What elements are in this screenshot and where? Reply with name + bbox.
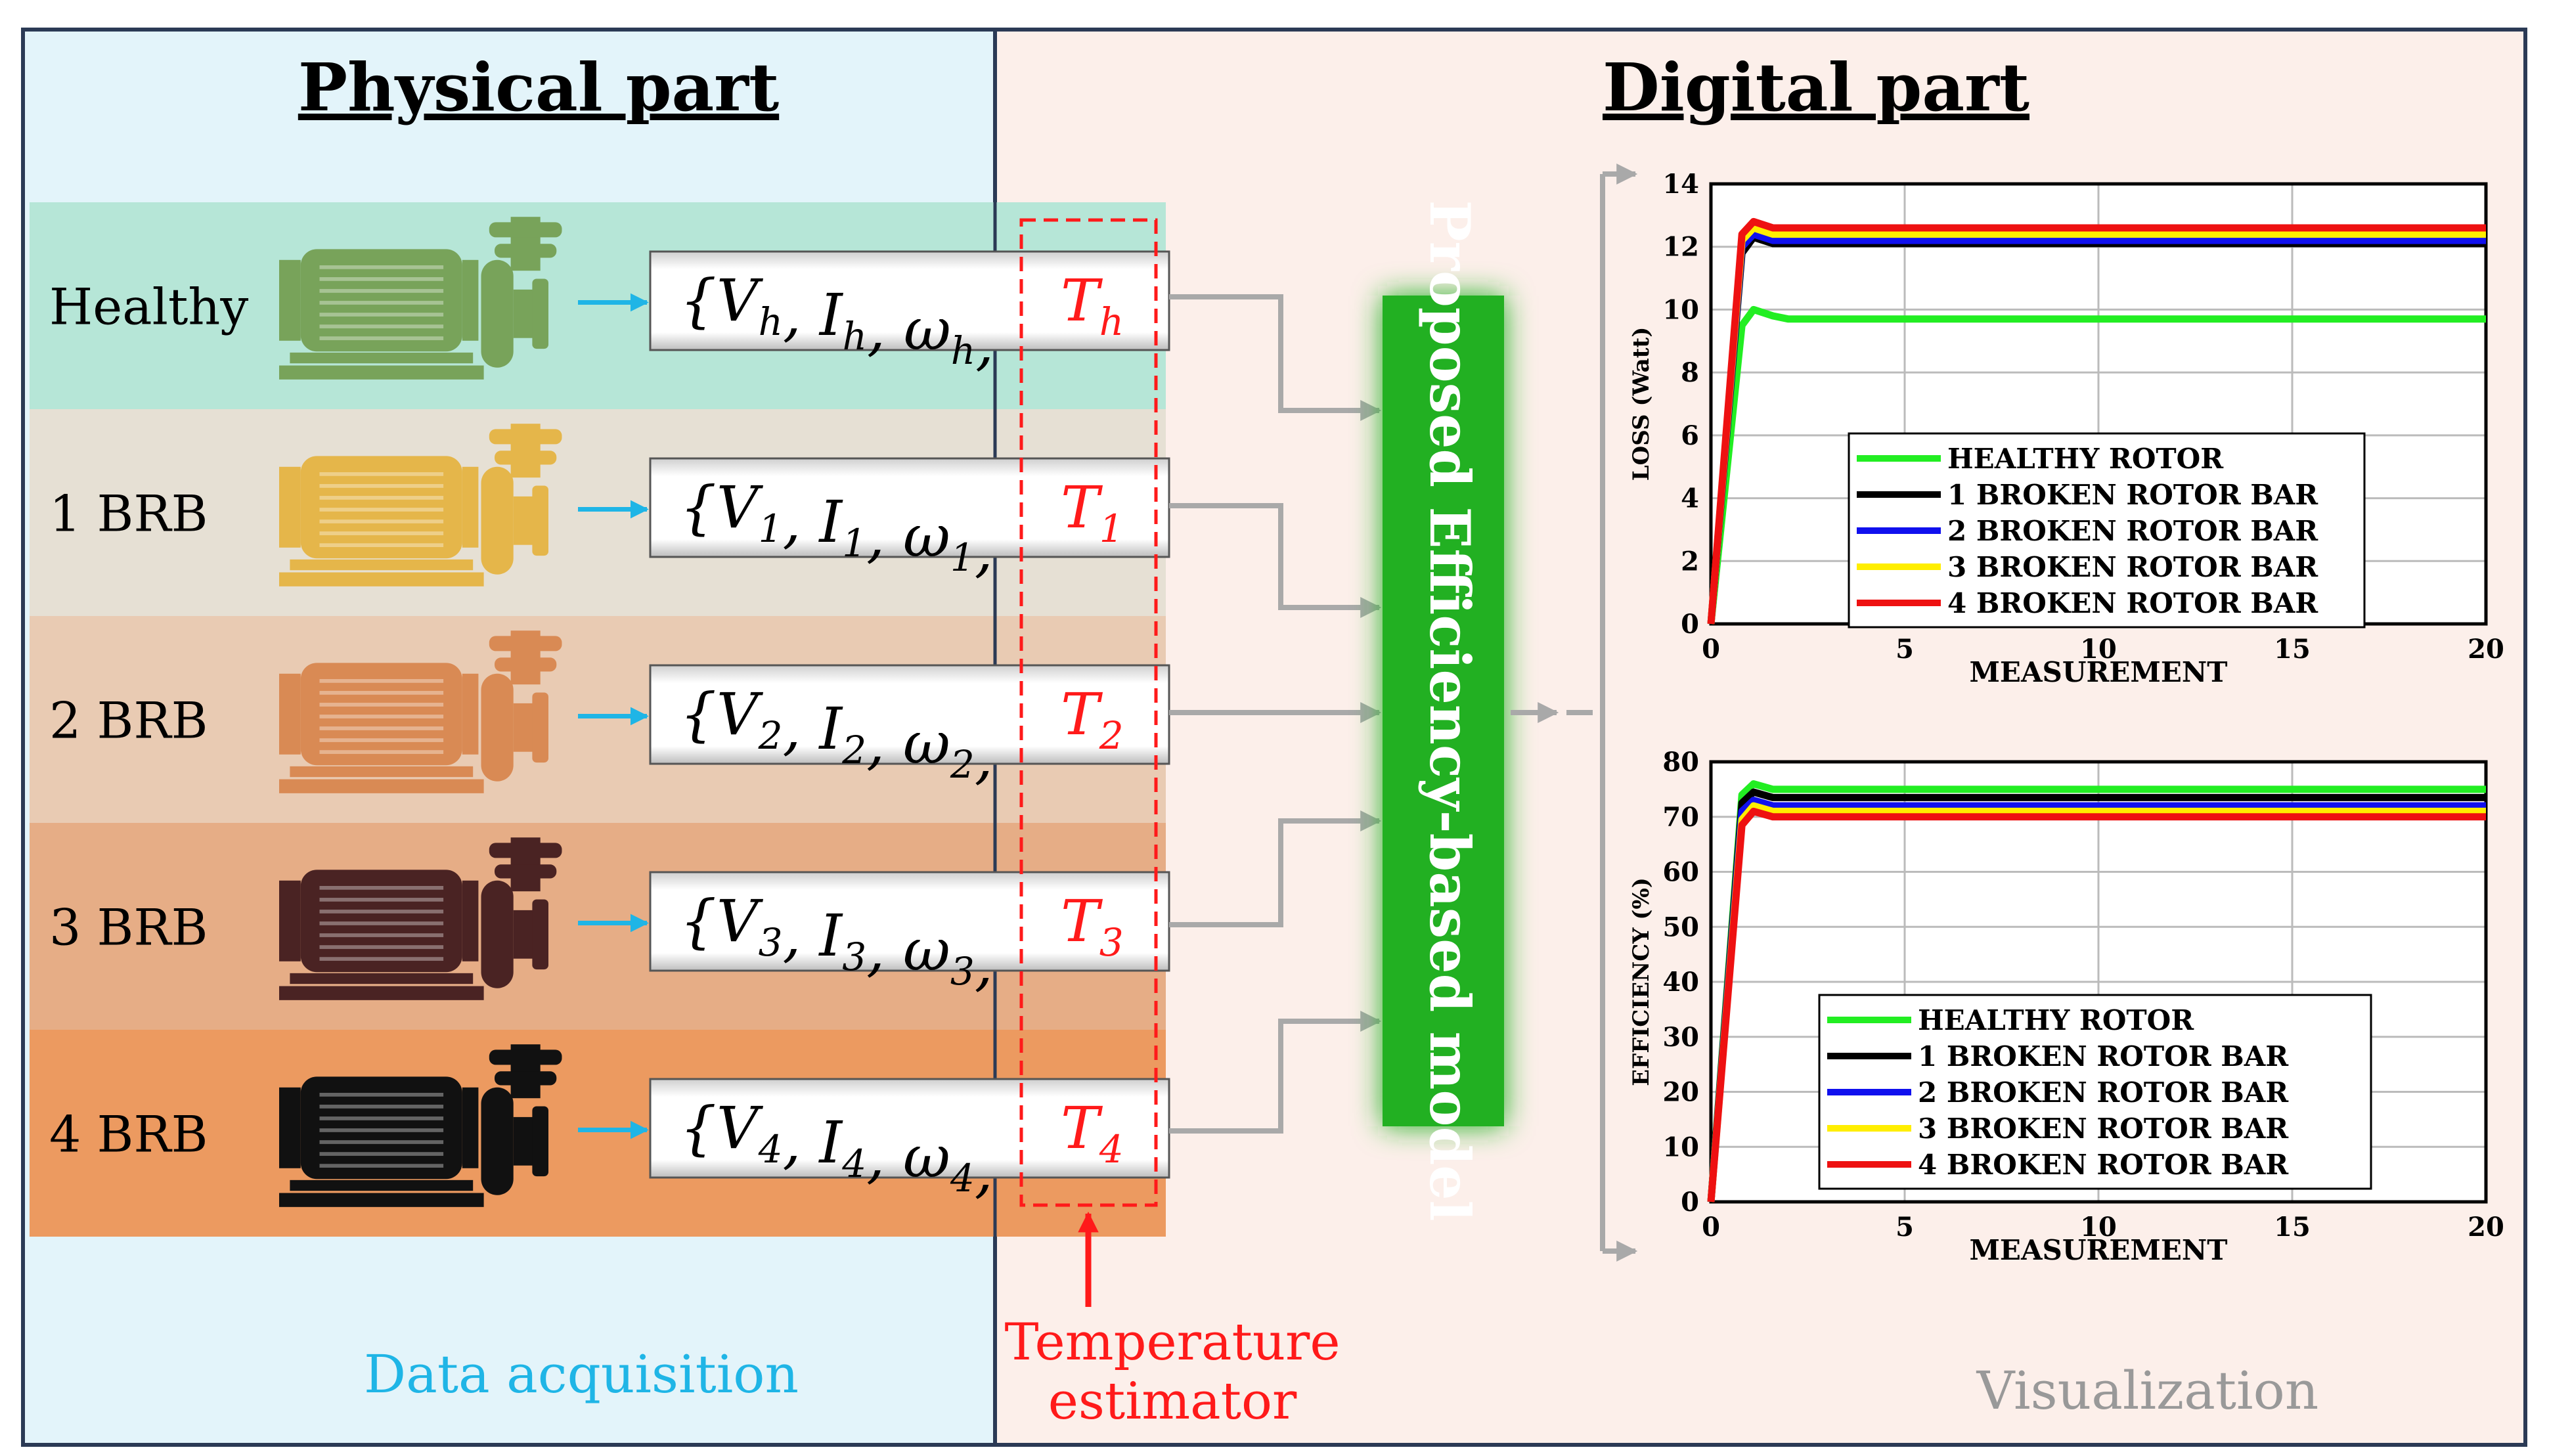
- physical-part-title: Physical part: [298, 49, 779, 126]
- measurement-vector: {V3, I3, ω3,: [680, 887, 993, 998]
- x-axis-label: MEASUREMENT: [1969, 1234, 2227, 1266]
- connector-brb3: [1169, 810, 1382, 927]
- x-tick-label: 5: [1895, 634, 1914, 665]
- legend-label: 4 BROKEN ROTOR BAR: [1947, 587, 2318, 619]
- y-axis-label: LOSS (Watt): [1628, 327, 1654, 481]
- row-label: 2 BRB: [49, 692, 208, 750]
- temperature-symbol: T1: [1061, 474, 1124, 551]
- measurement-vector: {Vh, Ih, ωh,: [680, 267, 994, 378]
- temperature-estimator-label-1: Temperature: [1005, 1313, 1341, 1372]
- y-tick-label: 30: [1662, 1022, 1699, 1053]
- connector-brb4: [1169, 1011, 1382, 1134]
- x-tick-label: 15: [2274, 1212, 2311, 1243]
- x-tick-label: 10: [2080, 634, 2117, 665]
- x-tick-label: 20: [2468, 1212, 2504, 1243]
- temperature-symbol: T3: [1061, 887, 1124, 965]
- legend-label: 2 BROKEN ROTOR BAR: [1947, 515, 2318, 547]
- legend-label: 3 BROKEN ROTOR BAR: [1947, 551, 2318, 583]
- y-tick-label: 0: [1681, 1187, 1699, 1218]
- row-to-model-connectors: [1169, 294, 1382, 1134]
- row-brb-3: 3 BRB {V3, I3, ω3, T3: [30, 823, 1170, 1030]
- row-brb-1: 1 BRB {V1, I1, ω1, T1: [30, 409, 1170, 616]
- y-tick-label: 6: [1681, 420, 1699, 451]
- connector-healthy: [1169, 294, 1382, 421]
- y-tick-label: 60: [1662, 857, 1699, 888]
- connector-brb1: [1169, 503, 1382, 618]
- loss-chart: 0 5 10 15 20 0 2 4 6 8 10 12 14 MEASUREMENT LOSS (Watt…: [1628, 169, 2504, 688]
- row-healthy: Healthy {Vh, Ih, ωh, Th: [30, 202, 1170, 409]
- y-tick-label: 2: [1681, 546, 1699, 577]
- x-tick-label: 0: [1702, 1212, 1720, 1243]
- x-axis-label: MEASUREMENT: [1969, 656, 2227, 688]
- measurement-box: [649, 457, 1170, 558]
- temperature-estimator-box: [1019, 218, 1158, 1207]
- measurement-vector: {V4, I4, ω4,: [680, 1094, 993, 1205]
- measurement-vector: {V1, I1, ω1,: [680, 474, 993, 585]
- legend-label: 1 BROKEN ROTOR BAR: [1947, 479, 2318, 511]
- legend-label: 1 BROKEN ROTOR BAR: [1918, 1040, 2289, 1072]
- row-label: 1 BRB: [49, 485, 208, 543]
- y-tick-label: 12: [1662, 232, 1699, 263]
- visualization-label: Visualization: [1976, 1360, 2319, 1421]
- y-tick-label: 40: [1662, 967, 1699, 998]
- y-tick-label: 50: [1662, 912, 1699, 942]
- row-label: 3 BRB: [49, 898, 208, 957]
- measurement-box: [649, 250, 1170, 351]
- measurement-box: [649, 1078, 1170, 1179]
- y-tick-label: 4: [1681, 483, 1699, 514]
- model-label: Proposed Efficiency-based model: [1417, 200, 1482, 1221]
- legend-label: 3 BROKEN ROTOR BAR: [1918, 1113, 2289, 1145]
- row-brb-2: 2 BRB {V2, I2, ω2, T2: [30, 616, 1170, 823]
- legend-label: 4 BROKEN ROTOR BAR: [1918, 1149, 2289, 1181]
- x-tick-label: 0: [1702, 634, 1720, 665]
- y-tick-label: 0: [1681, 609, 1699, 640]
- model-box: [1383, 296, 1504, 1126]
- digital-part-title: Digital part: [1603, 49, 2029, 126]
- temperature-symbol: Th: [1061, 267, 1124, 344]
- y-tick-label: 80: [1662, 747, 1699, 778]
- series-line-5: [1707, 217, 2486, 625]
- y-axis-label: EFFICIENCY (%): [1628, 877, 1654, 1086]
- temperature-estimator-label-2: estimator: [1048, 1372, 1297, 1431]
- temperature-symbol: T4: [1061, 1094, 1124, 1172]
- efficiency-chart: 0 5 10 15 20 0 10 20 30 40 50 60 70 80 MEASUREMENT EFFI…: [1628, 747, 2504, 1266]
- data-acquisition-label: Data acquisition: [364, 1344, 799, 1405]
- temperature-symbol: T2: [1061, 680, 1124, 758]
- measurement-vector: {V2, I2, ω2,: [680, 680, 993, 791]
- measurement-box: [649, 664, 1170, 765]
- legend-label: 2 BROKEN ROTOR BAR: [1918, 1076, 2289, 1109]
- y-tick-label: 14: [1662, 169, 1699, 200]
- measurement-box: [649, 871, 1170, 972]
- y-tick-label: 10: [1662, 294, 1699, 325]
- legend-label: HEALTHY ROTOR: [1918, 1004, 2194, 1036]
- x-tick-label: 15: [2274, 634, 2311, 665]
- row-label: Healthy: [49, 278, 248, 336]
- legend-label: HEALTHY ROTOR: [1947, 443, 2224, 475]
- series-line-5: [1707, 807, 2486, 1202]
- y-tick-label: 10: [1662, 1132, 1699, 1162]
- motor-rows: Healthy {Vh, Ih, ωh, Th 1 BRB {V1, I1, ω1, T1…: [30, 202, 1170, 1237]
- model-to-chart-connectors: [1511, 164, 1638, 1262]
- row-label: 4 BRB: [49, 1105, 208, 1164]
- y-tick-label: 70: [1662, 802, 1699, 833]
- x-tick-label: 20: [2468, 634, 2504, 665]
- x-tick-label: 5: [1895, 1212, 1914, 1243]
- x-tick-label: 10: [2080, 1212, 2117, 1243]
- row-brb-4: 4 BRB {V4, I4, ω4, T4: [30, 1030, 1170, 1237]
- y-tick-label: 8: [1681, 357, 1699, 388]
- series-line-1: [1707, 305, 2486, 625]
- y-tick-label: 20: [1662, 1077, 1699, 1108]
